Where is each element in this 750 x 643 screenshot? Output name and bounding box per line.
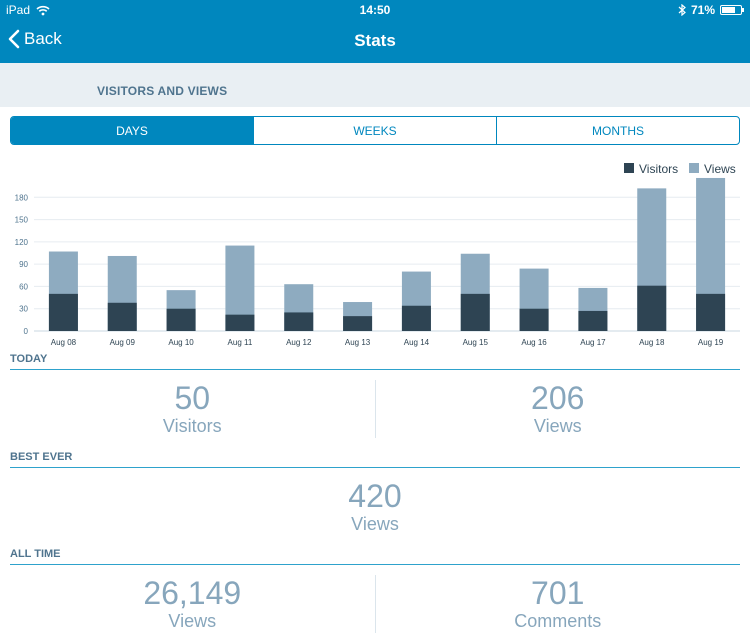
today-visitors: 50 Visitors <box>10 380 375 438</box>
x-tick-label: Aug 10 <box>168 338 194 347</box>
best-ever-views-value: 420 <box>348 478 402 514</box>
x-tick-label: Aug 13 <box>345 338 371 347</box>
today-header: TODAY <box>10 353 740 370</box>
chevron-left-icon <box>8 29 20 49</box>
x-tick-label: Aug 17 <box>580 338 606 347</box>
x-tick-label: Aug 15 <box>463 338 489 347</box>
y-tick-label: 60 <box>19 282 28 291</box>
x-tick-label: Aug 18 <box>639 338 665 347</box>
visitors-bar <box>460 293 490 331</box>
app-header: iPad 14:50 71% Back Stats <box>0 0 750 63</box>
today-views-value: 206 <box>531 380 585 416</box>
battery-percent: 71% <box>690 3 715 17</box>
visitors-bar <box>284 312 314 331</box>
all-time-views: 26,149 Views <box>10 575 375 633</box>
legend-visitors-label: Visitors <box>639 162 678 176</box>
x-tick-label: Aug 14 <box>404 338 430 347</box>
status-bar: iPad 14:50 71% <box>0 0 750 20</box>
today-visitors-value: 50 <box>174 380 211 416</box>
visitors-bar <box>166 308 196 331</box>
all-time-comments: 701 Comments <box>374 575 741 633</box>
device-name: iPad <box>6 3 31 17</box>
x-tick-label: Aug 08 <box>51 338 77 347</box>
back-button[interactable]: Back <box>8 29 62 49</box>
all-time-header: ALL TIME <box>10 548 740 565</box>
tab-weeks[interactable]: WEEKS <box>253 117 496 144</box>
page-title: Stats <box>354 31 396 50</box>
today-visitors-label: Visitors <box>162 416 222 436</box>
all-time-views-value: 26,149 <box>143 575 242 611</box>
tab-months[interactable]: MONTHS <box>496 117 739 144</box>
y-tick-label: 30 <box>19 305 28 314</box>
bluetooth-icon <box>678 4 686 16</box>
battery-icon <box>720 5 744 15</box>
all-time-comments-label: Comments <box>514 611 602 631</box>
visitors-bar <box>401 305 431 331</box>
legend-views-label: Views <box>704 162 736 176</box>
status-time: 14:50 <box>359 3 391 17</box>
visitors-views-chart: 0 30 60 90 120 150 180 Aug 08 Aug 09 Aug 10 Aug 11… <box>15 162 740 347</box>
y-tick-label: 0 <box>24 327 29 336</box>
visitors-bar <box>578 310 608 331</box>
best-ever-views: 420 Views <box>10 478 740 536</box>
x-tick-label: Aug 12 <box>286 338 312 347</box>
legend-views-swatch <box>689 163 699 173</box>
wifi-icon <box>36 5 50 15</box>
x-tick-label: Aug 16 <box>521 338 547 347</box>
section-header: VISITORS AND VIEWS <box>0 63 750 107</box>
visitors-bar <box>696 293 726 331</box>
visitors-bar <box>107 302 137 331</box>
today-views: 206 Views <box>374 380 741 438</box>
x-tick-label: Aug 11 <box>228 338 253 347</box>
all-time-stats: 26,149 Views 701 Comments <box>10 575 740 633</box>
x-tick-label: Aug 19 <box>698 338 724 347</box>
period-selector: DAYS WEEKS MONTHS <box>10 116 740 145</box>
best-ever-header: BEST EVER <box>10 451 740 468</box>
y-tick-label: 150 <box>15 216 29 225</box>
all-time-comments-value: 701 <box>531 575 585 611</box>
visitors-bar <box>343 316 373 331</box>
best-ever-views-label: Views <box>351 514 399 534</box>
legend-visitors-swatch <box>624 163 634 173</box>
back-label: Back <box>24 29 62 48</box>
y-tick-label: 90 <box>19 260 28 269</box>
visitors-bar <box>48 293 78 331</box>
y-tick-label: 180 <box>15 193 29 202</box>
visitors-bar <box>637 285 667 331</box>
y-tick-label: 120 <box>15 238 29 247</box>
tab-days[interactable]: DAYS <box>11 117 253 144</box>
x-tick-label: Aug 09 <box>110 338 136 347</box>
best-ever-stats: 420 Views <box>10 478 740 536</box>
all-time-views-label: Views <box>168 611 217 631</box>
today-views-label: Views <box>533 416 582 436</box>
today-stats: 50 Visitors 206 Views <box>10 380 740 438</box>
visitors-bar <box>225 314 255 331</box>
section-title: VISITORS AND VIEWS <box>97 84 228 98</box>
visitors-bar <box>519 308 549 331</box>
